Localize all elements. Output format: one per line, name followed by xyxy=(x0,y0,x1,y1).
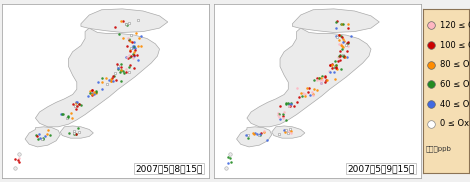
Polygon shape xyxy=(25,127,60,147)
Text: 2007年5月8日15時: 2007年5月8日15時 xyxy=(135,164,203,173)
Text: 0 ≤ Ox <  40: 0 ≤ Ox < 40 xyxy=(439,119,470,128)
Text: 60 ≤ Ox <  80: 60 ≤ Ox < 80 xyxy=(439,80,470,89)
Polygon shape xyxy=(292,9,379,32)
Polygon shape xyxy=(35,28,159,127)
Text: 100 ≤ Ox < 120: 100 ≤ Ox < 120 xyxy=(439,41,470,50)
Polygon shape xyxy=(60,126,94,138)
Polygon shape xyxy=(81,9,168,32)
Text: 80 ≤ Ox < 100: 80 ≤ Ox < 100 xyxy=(439,60,470,69)
Text: 40 ≤ Ox <  60: 40 ≤ Ox < 60 xyxy=(439,100,470,109)
Polygon shape xyxy=(236,127,272,147)
Text: 単位：ppb: 単位：ppb xyxy=(425,145,451,152)
Text: 120 ≤ Ox: 120 ≤ Ox xyxy=(439,21,470,30)
Polygon shape xyxy=(272,126,305,138)
Text: 2007年5有9日15時: 2007年5有9日15時 xyxy=(347,164,415,173)
Polygon shape xyxy=(247,28,371,127)
